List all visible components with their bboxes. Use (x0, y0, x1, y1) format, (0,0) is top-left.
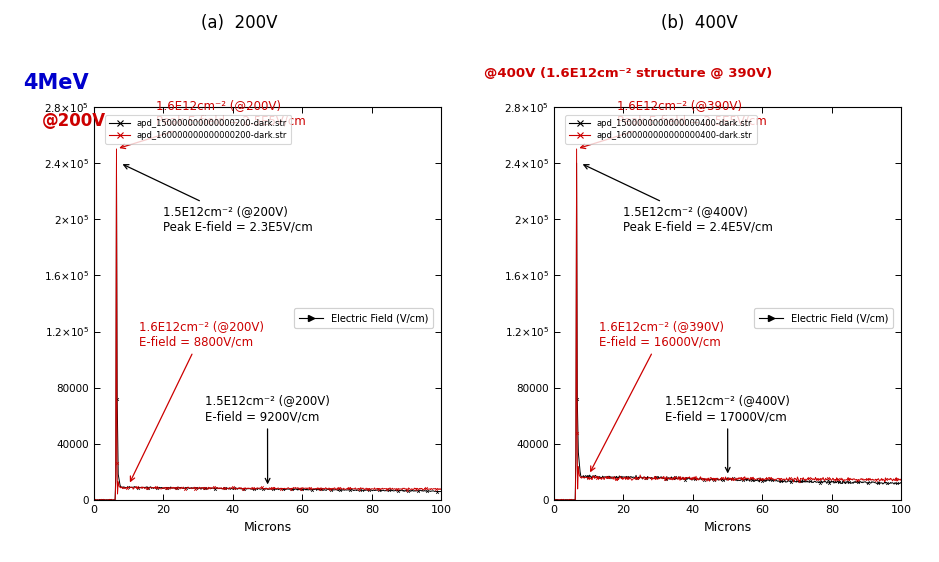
Text: 1.5E12cm⁻² (@200V)
Peak E-field = 2.3E5V/cm: 1.5E12cm⁻² (@200V) Peak E-field = 2.3E5V… (124, 165, 313, 234)
Text: 1.6E12cm⁻² (@200V)
Peak E-field = 2.5E5V/cm: 1.6E12cm⁻² (@200V) Peak E-field = 2.5E5V… (120, 99, 306, 148)
Legend: Electric Field (V/cm): Electric Field (V/cm) (294, 309, 433, 328)
X-axis label: Microns: Microns (703, 520, 752, 533)
Text: 4MeV: 4MeV (23, 73, 89, 93)
Text: 1.6E12cm⁻² (@200V)
E-field = 8800V/cm: 1.6E12cm⁻² (@200V) E-field = 8800V/cm (131, 320, 264, 481)
Text: 1.5E12cm⁻² (@400V)
E-field = 17000V/cm: 1.5E12cm⁻² (@400V) E-field = 17000V/cm (665, 395, 790, 472)
Text: (b)  400V: (b) 400V (661, 14, 738, 32)
Text: @400V (1.6E12cm⁻² structure @ 390V): @400V (1.6E12cm⁻² structure @ 390V) (484, 67, 772, 80)
X-axis label: Microns: Microns (243, 520, 292, 533)
Text: 1.5E12cm⁻² (@200V)
E-field = 9200V/cm: 1.5E12cm⁻² (@200V) E-field = 9200V/cm (205, 395, 330, 483)
Text: 1.6E12cm⁻² (@390V)
Peak E-field = 2.5E5V/cm: 1.6E12cm⁻² (@390V) Peak E-field = 2.5E5V… (580, 99, 766, 148)
Text: 1.6E12cm⁻² (@390V)
E-field = 16000V/cm: 1.6E12cm⁻² (@390V) E-field = 16000V/cm (591, 320, 724, 471)
Legend: Electric Field (V/cm): Electric Field (V/cm) (754, 309, 893, 328)
Text: 1.5E12cm⁻² (@400V)
Peak E-field = 2.4E5V/cm: 1.5E12cm⁻² (@400V) Peak E-field = 2.4E5V… (584, 165, 774, 234)
Text: (a)  200V: (a) 200V (201, 14, 278, 32)
Text: @200V: @200V (42, 112, 106, 130)
